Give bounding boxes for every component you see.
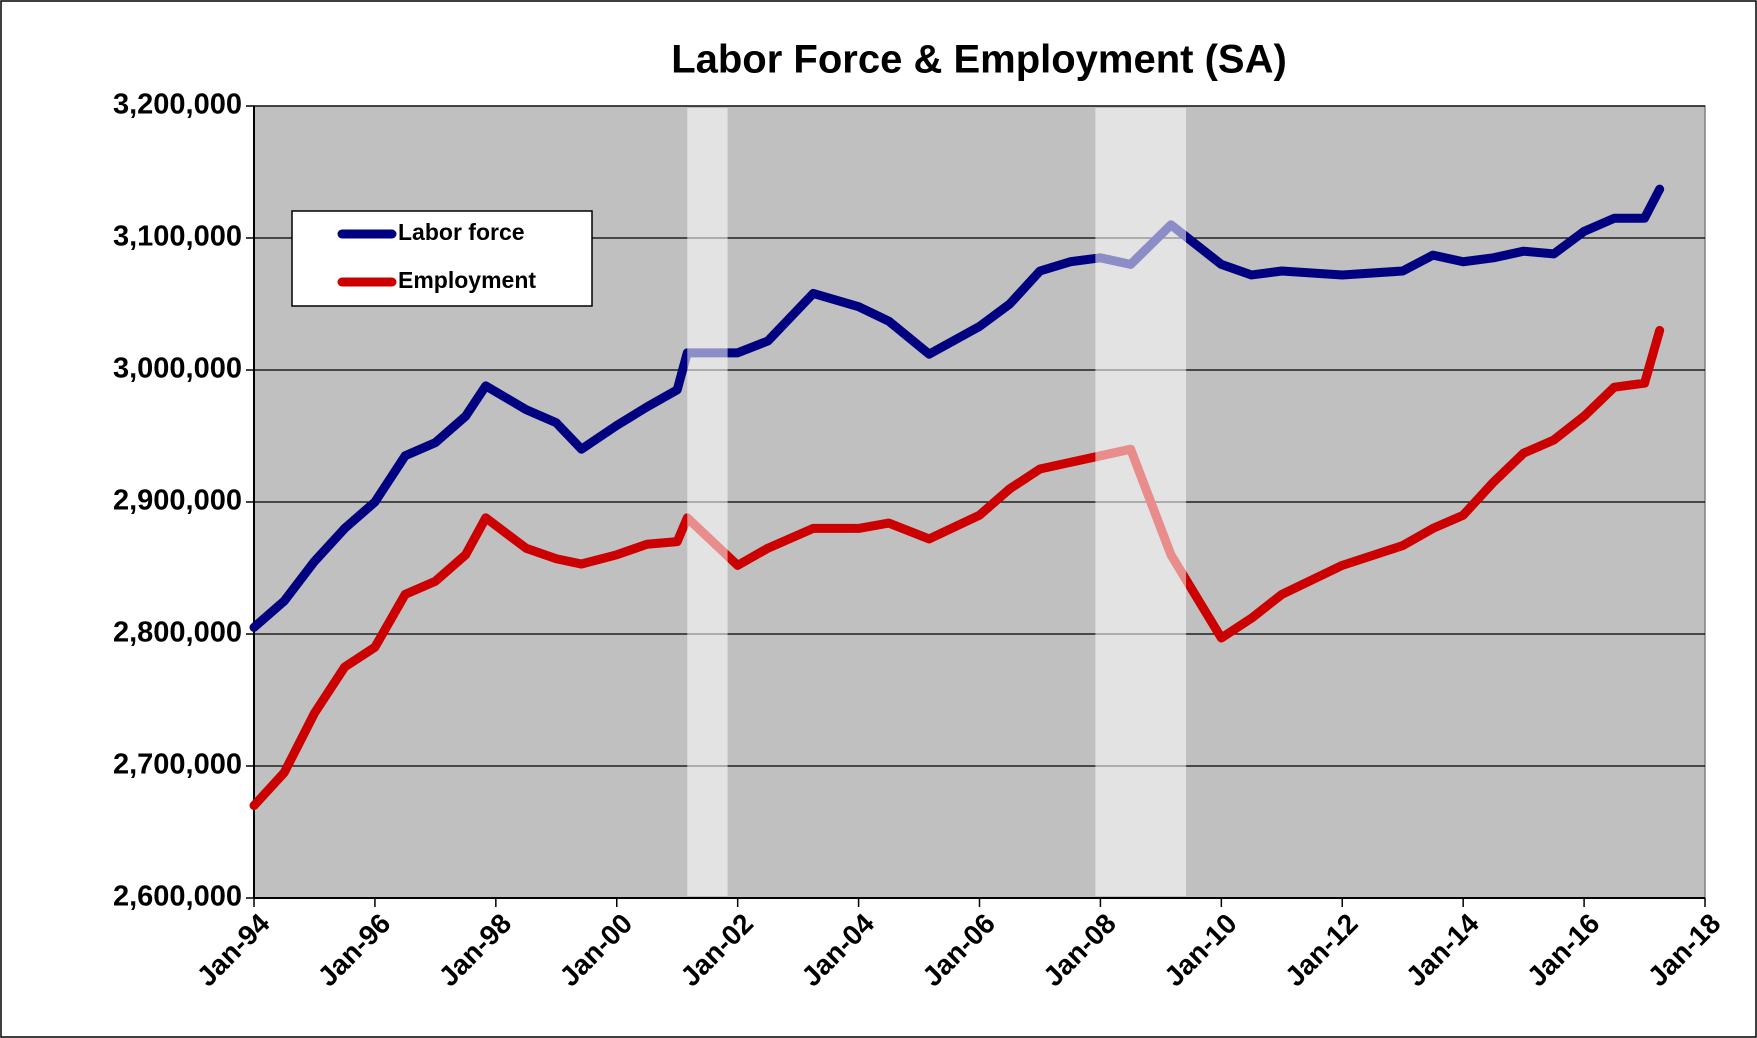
- y-tick-label: 2,600,000: [113, 881, 242, 913]
- recession-band: [1095, 108, 1187, 896]
- legend-box: [291, 210, 593, 307]
- recession-band: [687, 108, 728, 896]
- y-tick-label: 3,200,000: [113, 89, 242, 121]
- line-series: [249, 325, 1665, 811]
- chart-title: Labor Force & Employment (SA): [671, 38, 1287, 82]
- y-tick-label: 2,700,000: [113, 749, 242, 781]
- line-series: [249, 184, 1665, 632]
- y-tick-label: 3,100,000: [113, 221, 242, 253]
- legend-label: Labor force: [398, 219, 525, 245]
- y-tick-label: 2,800,000: [113, 617, 242, 649]
- y-tick-label: 3,000,000: [113, 353, 242, 385]
- legend-label: Employment: [398, 267, 536, 293]
- y-tick-label: 2,900,000: [113, 485, 242, 517]
